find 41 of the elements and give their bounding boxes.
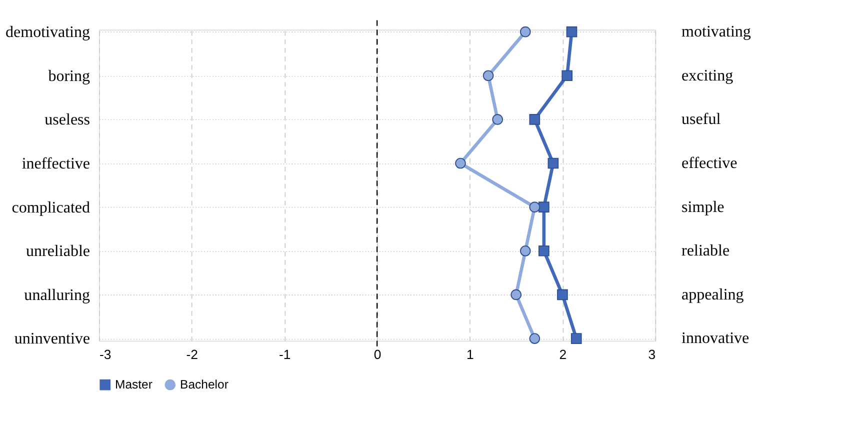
y-tick-label: boring — [48, 68, 90, 85]
y2-tick-label: exciting — [682, 67, 734, 84]
point — [520, 245, 531, 256]
y-tick-label: demotivating — [6, 24, 90, 42]
y2-tick-label: reliable — [682, 242, 730, 260]
point — [510, 289, 522, 300]
point — [570, 333, 582, 344]
y2-tick-label: motivating — [682, 24, 751, 41]
y-tick-label: useless — [44, 112, 90, 129]
point — [557, 289, 568, 300]
x-tick-label: -1 — [278, 347, 291, 362]
y2-tick-label: useful — [682, 111, 722, 128]
y-tick-label: unalluring — [24, 286, 90, 304]
point — [566, 26, 578, 38]
point — [548, 158, 559, 169]
y2-tick-label: appealing — [682, 286, 744, 304]
y-tick-label: ineffective — [22, 155, 90, 172]
point — [482, 70, 494, 82]
y2-tick-label: effective — [682, 154, 738, 172]
point — [492, 114, 503, 125]
y2-tick-label: simple — [682, 198, 724, 216]
point — [529, 333, 540, 344]
point — [538, 245, 550, 256]
x-tick-label: -3 — [99, 347, 112, 362]
legend-label: Bachelor — [180, 378, 228, 392]
y-tick-label: complicated — [12, 199, 90, 216]
point — [455, 158, 466, 169]
y-tick-label: uninventive — [14, 330, 90, 348]
x-tick-label: 1 — [466, 347, 474, 362]
y-tick-label: unreliable — [26, 243, 90, 260]
x-tick-label: -2 — [186, 347, 198, 362]
point — [529, 114, 540, 125]
point — [538, 202, 550, 212]
x-tick-label: 3 — [648, 347, 656, 362]
point — [529, 202, 540, 212]
legend-label: Master — [115, 378, 152, 392]
x-tick-label: 0 — [374, 347, 382, 362]
x-tick-label: 2 — [559, 347, 567, 362]
y2-tick-label: innovative — [682, 330, 750, 348]
point — [562, 70, 573, 82]
point — [520, 26, 531, 38]
